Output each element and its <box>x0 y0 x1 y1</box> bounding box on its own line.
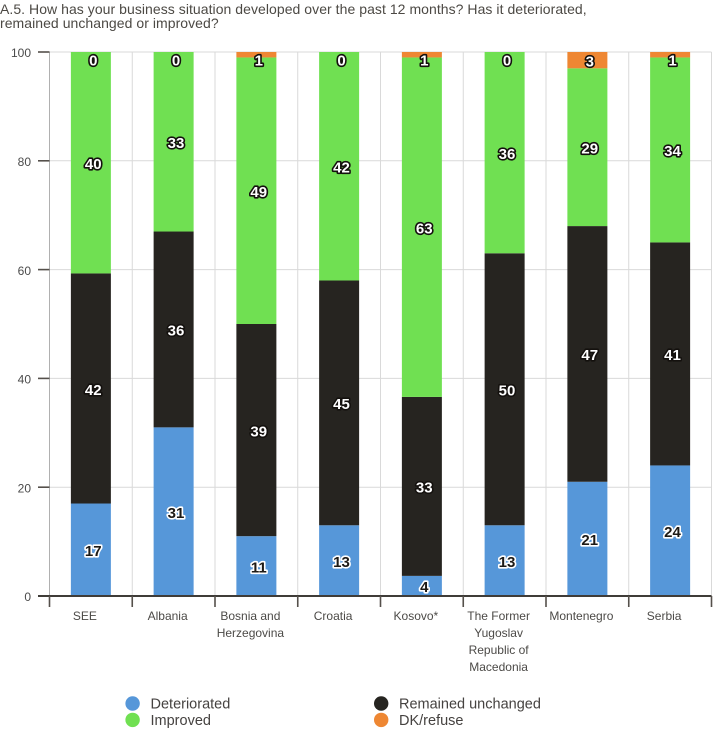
svg-text:17: 17 <box>85 543 102 560</box>
svg-text:0: 0 <box>24 590 31 604</box>
svg-text:13: 13 <box>499 554 516 571</box>
svg-text:63: 63 <box>416 220 433 237</box>
svg-text:Yugoslav: Yugoslav <box>474 626 523 640</box>
svg-text:33: 33 <box>168 135 185 152</box>
svg-text:34: 34 <box>664 143 681 160</box>
svg-text:50: 50 <box>499 383 516 400</box>
svg-text:Montenegro: Montenegro <box>549 609 613 623</box>
svg-text:33: 33 <box>416 480 433 497</box>
svg-text:Serbia: Serbia <box>647 609 682 623</box>
svg-text:31: 31 <box>168 505 185 522</box>
svg-text:Albania: Albania <box>148 609 188 623</box>
svg-text:45: 45 <box>333 396 350 413</box>
svg-text:40: 40 <box>18 373 32 387</box>
svg-text:Macedonia: Macedonia <box>469 660 528 674</box>
svg-text:Remained unchanged: Remained unchanged <box>399 697 541 713</box>
svg-text:Herzegovina: Herzegovina <box>217 626 285 640</box>
svg-text:0: 0 <box>89 53 97 70</box>
svg-text:49: 49 <box>250 184 267 201</box>
svg-text:1: 1 <box>668 53 676 70</box>
svg-text:Kosovo*: Kosovo* <box>394 609 439 623</box>
svg-text:41: 41 <box>664 347 681 364</box>
svg-text:100: 100 <box>11 46 31 60</box>
svg-text:80: 80 <box>18 155 32 169</box>
svg-text:4: 4 <box>420 579 429 596</box>
svg-text:11: 11 <box>251 559 267 576</box>
svg-text:Croatia: Croatia <box>314 609 353 623</box>
svg-text:0: 0 <box>337 53 345 70</box>
svg-text:21: 21 <box>581 532 598 549</box>
svg-text:Improved: Improved <box>151 713 211 729</box>
svg-text:40: 40 <box>85 156 102 173</box>
svg-text:1: 1 <box>255 53 263 70</box>
svg-text:47: 47 <box>581 347 598 364</box>
svg-text:3: 3 <box>586 53 594 70</box>
svg-text:60: 60 <box>18 264 32 278</box>
svg-text:Bosnia and: Bosnia and <box>220 609 280 623</box>
svg-text:20: 20 <box>18 481 32 495</box>
svg-text:29: 29 <box>581 141 598 158</box>
svg-text:13: 13 <box>333 554 350 571</box>
svg-text:36: 36 <box>499 146 516 163</box>
svg-text:42: 42 <box>85 382 102 399</box>
svg-text:0: 0 <box>172 53 180 70</box>
svg-text:Republic of: Republic of <box>469 643 530 657</box>
svg-text:39: 39 <box>250 423 267 440</box>
svg-text:24: 24 <box>664 524 681 541</box>
svg-text:Deteriorated: Deteriorated <box>151 697 231 713</box>
svg-text:42: 42 <box>333 160 350 177</box>
svg-text:1: 1 <box>420 53 428 70</box>
svg-text:36: 36 <box>168 323 185 340</box>
svg-text:0: 0 <box>503 53 511 70</box>
svg-text:DK/refuse: DK/refuse <box>399 713 463 729</box>
svg-text:SEE: SEE <box>73 609 97 623</box>
svg-text:The Former: The Former <box>467 609 530 623</box>
